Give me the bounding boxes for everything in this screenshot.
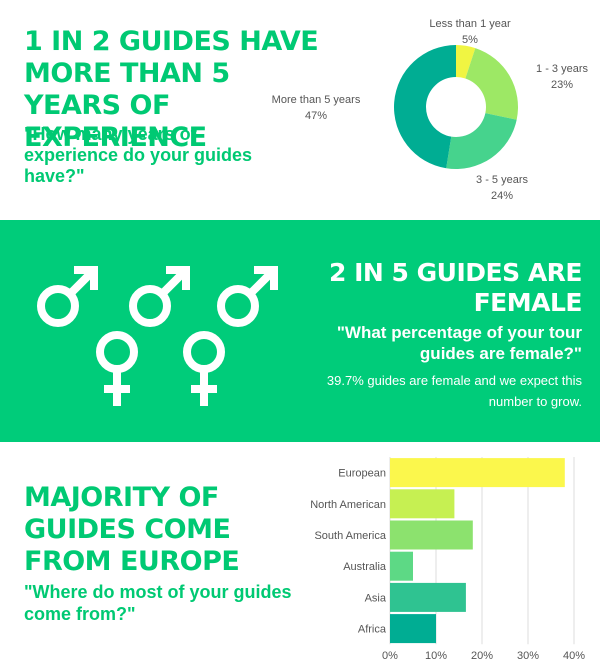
category-label: Australia [343,561,387,573]
female-symbol-icon [183,331,225,406]
bar [390,551,413,581]
donut-slice [465,48,518,120]
bar [390,582,466,612]
donut-slice-value: 5% [462,34,478,46]
donut-slice [456,45,476,79]
x-tick-label: 30% [517,650,539,662]
origin-bar-chart: European North American South America Austr… [310,457,585,662]
category-label: South America [314,530,386,542]
donut-slice-label: Less than 1 year [429,18,511,30]
gender-headline-line2: FEMALE [473,288,583,317]
gender-headline: 2 IN 5 GUIDES ARE FEMALE [302,258,582,318]
donut-slice [446,113,517,169]
gender-note: 39.7% guides are female and we expect th… [326,373,582,409]
category-label: North American [310,499,386,511]
gender-headline-line1: 2 IN 5 GUIDES ARE [329,258,582,287]
bar [390,520,473,550]
male-symbol-icon [129,266,190,327]
origin-headline: MAJORITY OF GUIDES COME FROM EUROPE [24,482,240,577]
x-tick-label: 20% [471,650,493,662]
experience-question: "How many years of experience do your gu… [24,124,253,186]
experience-headline: 1 IN 2 GUIDES HAVE MORE THAN 5 YEARS OF … [24,26,319,153]
x-tick-label: 10% [425,650,447,662]
experience-donut-chart: Less than 1 year 5% 1 - 3 years 23% 3 - 5 ye… [272,18,589,202]
bar [390,614,436,644]
category-label: Africa [358,624,387,636]
donut-slice-label: 1 - 3 years [536,63,588,75]
donut-slice-label: More than 5 years [272,94,361,106]
x-tick-label: 40% [563,650,585,662]
gender-question: "What percentage of your tour guides are… [336,323,582,363]
donut-slice [394,45,456,169]
origin-question: "Where do most of your guides come from?… [24,582,292,624]
category-label: Asia [365,592,387,604]
male-symbol-icon [217,266,278,327]
bar [390,489,455,519]
donut-slice-label: 3 - 5 years [476,174,528,186]
male-symbol-icon [37,266,98,327]
donut-slice-value: 47% [305,110,327,122]
donut-slice-value: 23% [551,79,573,91]
x-tick-label: 0% [382,650,398,662]
category-label: European [338,468,386,480]
gender-section [0,220,600,442]
donut-slice-value: 24% [491,190,513,202]
female-symbol-icon [96,331,138,406]
bar [390,458,565,488]
